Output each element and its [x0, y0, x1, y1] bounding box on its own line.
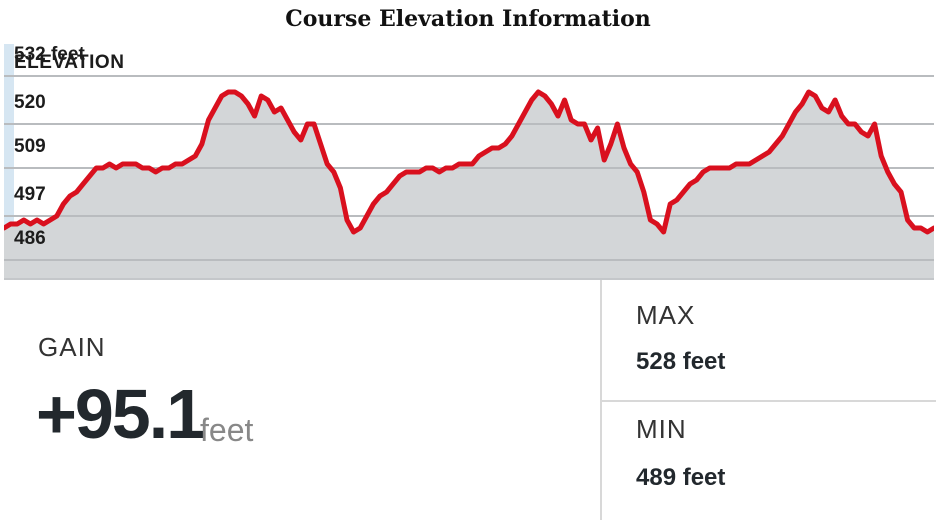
gain-label: GAIN [38, 332, 106, 362]
y-tick-label-486: 486 [14, 228, 46, 249]
y-tick-label-497: 497 [14, 184, 46, 205]
elevation-chart [4, 44, 934, 280]
elevation-line [4, 89, 934, 235]
min-label: MIN [636, 414, 687, 444]
chart-title: Course Elevation Information [285, 6, 651, 32]
y-tick-label-520: 520 [14, 92, 46, 113]
y-tick-label-532: 532 feet [14, 44, 85, 65]
y-tick-label-509: 509 [14, 136, 46, 157]
max-value: 528 feet [636, 348, 726, 375]
elevation-area [4, 92, 934, 280]
stats-horizontal-divider [602, 400, 936, 402]
gain-value: +95.1 [36, 375, 205, 453]
min-value: 489 feet [636, 464, 726, 491]
stats-vertical-divider [600, 280, 602, 520]
gain-unit: feet [200, 412, 254, 448]
max-label: MAX [636, 300, 696, 330]
y-axis-label: ELEVATION [14, 52, 125, 73]
chart-left-strip [4, 44, 14, 280]
elevation-chart-svg [4, 44, 934, 280]
